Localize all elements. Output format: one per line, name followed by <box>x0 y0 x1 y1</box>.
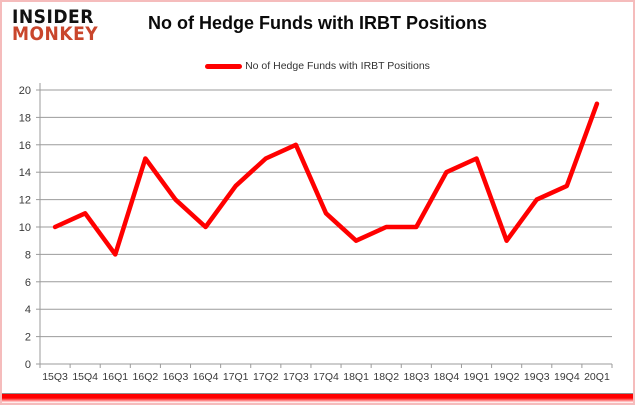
svg-text:18Q2: 18Q2 <box>373 371 399 383</box>
svg-text:17Q3: 17Q3 <box>283 371 309 383</box>
insider-monkey-logo: INSIDER MONKEY <box>12 6 99 46</box>
svg-text:17Q4: 17Q4 <box>313 371 339 383</box>
bottom-red-band <box>2 393 633 403</box>
svg-text:6: 6 <box>25 277 31 289</box>
svg-text:16Q4: 16Q4 <box>193 371 219 383</box>
svg-text:19Q2: 19Q2 <box>494 371 520 383</box>
svg-text:18Q1: 18Q1 <box>343 371 369 383</box>
svg-text:10: 10 <box>19 222 31 234</box>
svg-text:15Q4: 15Q4 <box>72 371 98 383</box>
legend: No of Hedge Funds with IRBT Positions <box>2 60 633 72</box>
svg-text:4: 4 <box>25 304 31 316</box>
legend-label: No of Hedge Funds with IRBT Positions <box>245 60 430 72</box>
svg-text:16Q2: 16Q2 <box>133 371 159 383</box>
svg-text:19Q1: 19Q1 <box>464 371 490 383</box>
svg-text:12: 12 <box>19 195 31 207</box>
svg-text:14: 14 <box>19 167 31 179</box>
logo-monkey-text: MONKEY <box>12 23 99 46</box>
svg-text:18: 18 <box>19 112 31 124</box>
svg-text:20: 20 <box>19 85 31 97</box>
svg-text:8: 8 <box>25 249 31 261</box>
svg-text:0: 0 <box>25 359 31 371</box>
svg-text:18Q3: 18Q3 <box>403 371 429 383</box>
svg-text:2: 2 <box>25 332 31 344</box>
svg-text:20Q1: 20Q1 <box>584 371 610 383</box>
svg-text:19Q3: 19Q3 <box>524 371 550 383</box>
logo-insider-text: INSIDER <box>12 6 94 28</box>
svg-text:18Q4: 18Q4 <box>434 371 460 383</box>
svg-text:16Q1: 16Q1 <box>102 371 128 383</box>
svg-text:17Q1: 17Q1 <box>223 371 249 383</box>
legend-line-swatch <box>205 63 243 69</box>
svg-text:16: 16 <box>19 140 31 152</box>
svg-text:16Q3: 16Q3 <box>163 371 189 383</box>
chart-title: No of Hedge Funds with IRBT Positions <box>148 13 487 33</box>
svg-text:15Q3: 15Q3 <box>42 371 68 383</box>
svg-text:19Q4: 19Q4 <box>554 371 580 383</box>
svg-text:17Q2: 17Q2 <box>253 371 279 383</box>
